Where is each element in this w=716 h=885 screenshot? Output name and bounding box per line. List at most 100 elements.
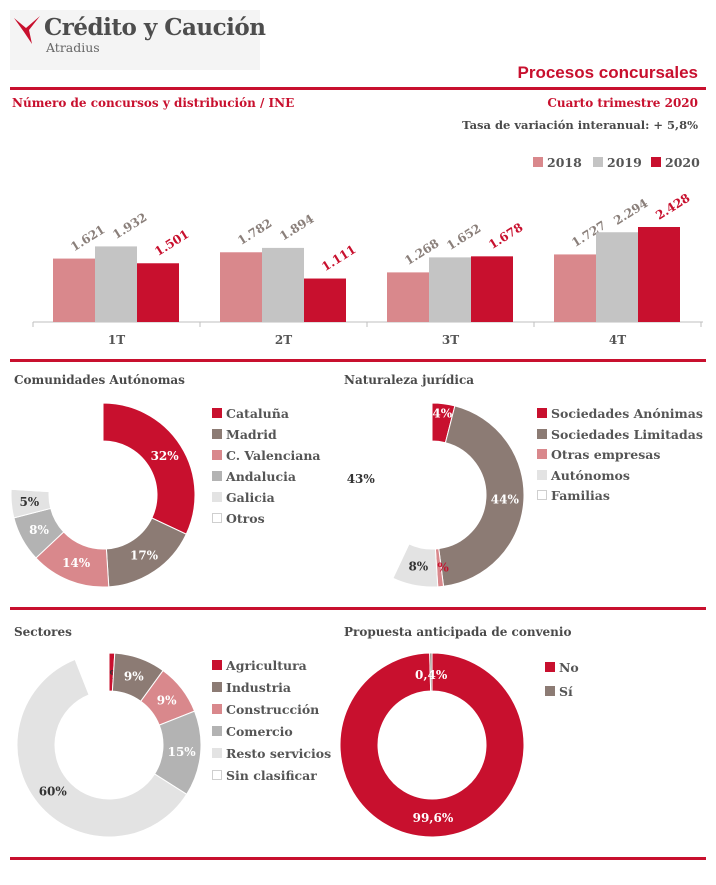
category-label: 2T: [275, 333, 292, 347]
bar-value-label: 1.894: [277, 212, 316, 244]
legend-swatch: [212, 770, 222, 780]
legend-item: Galicia: [212, 490, 275, 505]
slice-value-label: 0,4%: [415, 668, 448, 682]
page-title: Procesos concursales: [517, 63, 698, 82]
legend-item: Autónomos: [537, 468, 630, 483]
donut-propuesta: 99,6% 0,4%: [339, 652, 525, 838]
bar-2020-4T: [638, 227, 680, 322]
legend-item: Comercio: [212, 724, 293, 739]
legend-item: Cataluña: [212, 406, 289, 421]
bar-value-label: 1.678: [486, 220, 525, 252]
legend-label: No: [559, 660, 579, 675]
legend-item: Andalucia: [212, 469, 296, 484]
bar-value-label: 2.294: [611, 196, 650, 228]
legend-item: Construcción: [212, 702, 319, 717]
legend-swatch: [651, 157, 661, 167]
legend-label: Industria: [226, 680, 292, 695]
legend-label: C. Valenciana: [226, 448, 321, 463]
slice-value-label: 5%: [19, 495, 39, 509]
divider-header: [10, 87, 706, 90]
legend-label: Galicia: [226, 490, 275, 505]
legend-label: Familias: [551, 488, 610, 503]
brand-name: Crédito y Caución: [44, 14, 266, 41]
legend-item: No: [545, 660, 579, 675]
slice-value-label: 14%: [62, 556, 91, 570]
slice-value-label: 60%: [39, 785, 68, 799]
section-title-propuesta: Propuesta anticipada de convenio: [344, 625, 572, 639]
section-title-comunidades: Comunidades Autónomas: [14, 373, 185, 387]
legend-swatch: [212, 513, 222, 523]
legend-label: Andalucia: [226, 469, 296, 484]
logo-icon: [14, 16, 40, 44]
legend-label: Sí: [559, 684, 573, 699]
slice-value-label: 9%: [157, 693, 177, 707]
legend-item: Sociedades Limitadas: [537, 427, 703, 442]
donut-sectores: 1% 9%9%15%60%: [16, 652, 202, 838]
bar-2020-2T: [304, 278, 346, 322]
slice-value-label: 15%: [168, 745, 197, 759]
slice-value-label: 99,6%: [413, 811, 454, 825]
bar-value-label: 1.501: [152, 227, 191, 259]
legend-item: C. Valenciana: [212, 448, 321, 463]
legend-swatch: [593, 157, 603, 167]
bar-2018-4T: [554, 254, 596, 322]
divider-2: [10, 607, 706, 610]
bar-value-label: 1.111: [319, 242, 358, 274]
legend-label: Otras empresas: [551, 447, 661, 462]
bar-value-label: 2.428: [653, 191, 692, 223]
category-label: 1T: [108, 333, 125, 347]
bar-2019-4T: [596, 232, 638, 322]
bar-2018-1T: [53, 258, 95, 322]
legend-swatch: [212, 471, 222, 481]
slice-resto-servicios: [16, 658, 188, 838]
slice-value-label: 9%: [124, 669, 144, 683]
legend-label: Resto servicios: [226, 746, 332, 761]
legend-item: Familias: [537, 488, 610, 503]
legend-item: Madrid: [212, 427, 277, 442]
slice-value-label: 4%: [432, 407, 452, 421]
donut-naturaleza: 4%44%1%8%43%: [339, 402, 525, 588]
slice-s-: [429, 652, 433, 692]
bar-2019-2T: [262, 247, 304, 322]
bar-2019-3T: [429, 257, 471, 322]
bar-2019-1T: [95, 246, 137, 322]
legend-swatch: [537, 469, 547, 480]
legend-swatch: [545, 686, 555, 696]
variation-label: Tasa de variación interanual: + 5,8%: [462, 118, 698, 132]
chart-subtitle: Número de concursos y distribución / INE: [12, 96, 295, 110]
legend-item: Agricultura: [212, 658, 307, 673]
legend-item: Otras empresas: [537, 447, 660, 462]
legend-label: Sociedades Limitadas: [551, 426, 703, 442]
slice-familias: [339, 402, 433, 579]
legend-label: Autónomos: [551, 467, 630, 483]
legend-swatch: [537, 408, 547, 418]
bar-value-label: 1.652: [444, 221, 483, 253]
legend-swatch: [537, 428, 547, 439]
section-title-naturaleza: Naturaleza jurídica: [344, 373, 475, 387]
category-label: 3T: [442, 333, 459, 347]
period-label: Cuarto trimestre 2020: [547, 96, 698, 110]
slice-value-label: 43%: [347, 472, 376, 486]
divider-footer: [10, 857, 706, 860]
bar-2018-2T: [220, 252, 262, 322]
legend-label: Sociedades Anónimas: [551, 406, 703, 421]
slice-sin-clasificar: [74, 652, 110, 696]
legend-swatch: [212, 660, 222, 670]
legend-item: Industria: [212, 680, 291, 695]
legend-item: Resto servicios: [212, 746, 331, 761]
slice-catalu-a: [102, 402, 196, 535]
legend-swatch: [212, 450, 222, 460]
bar-2020-3T: [471, 256, 513, 322]
legend-swatch: [537, 490, 547, 500]
legend-label: Sin clasificar: [226, 768, 317, 783]
slice-value-label: 8%: [408, 560, 428, 574]
bar-2018-3T: [387, 272, 429, 322]
slice-value-label: 17%: [130, 548, 159, 562]
slice-value-label: 8%: [29, 523, 49, 537]
legend-label: Agricultura: [226, 658, 307, 673]
section-title-sectores: Sectores: [14, 625, 72, 639]
bar-2020-1T: [137, 263, 179, 322]
bar-value-label: 1.932: [110, 210, 149, 242]
legend-swatch: [545, 662, 555, 672]
